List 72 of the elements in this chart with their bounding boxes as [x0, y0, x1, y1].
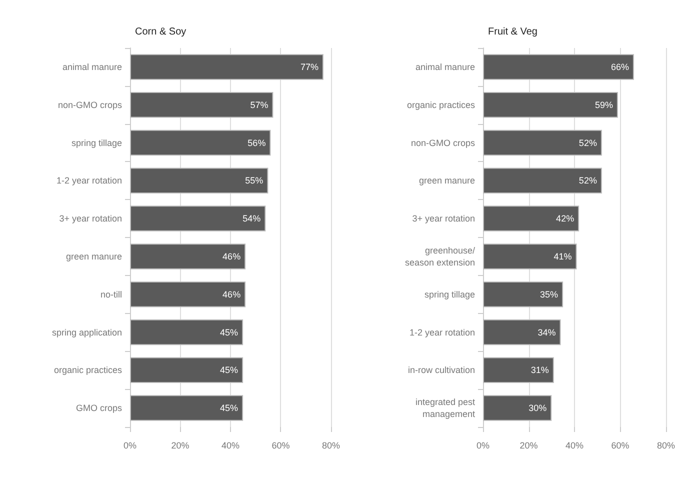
x-tick-label: 40% — [565, 440, 584, 450]
y-tick-label: animal manure — [62, 62, 122, 72]
bar — [130, 319, 244, 346]
data-label: 59% — [594, 100, 613, 110]
data-label: 31% — [530, 365, 549, 376]
y-tick-label: organic practices — [406, 100, 476, 110]
bar — [483, 130, 602, 156]
bar — [130, 92, 274, 118]
bar — [483, 206, 580, 232]
x-tick-label: 20% — [171, 440, 190, 450]
data-label: 52% — [578, 176, 597, 186]
bar — [130, 244, 246, 270]
data-label: 45% — [220, 365, 238, 376]
y-tick-label: spring tillage — [71, 138, 122, 148]
bar — [483, 244, 577, 270]
data-label: 46% — [222, 289, 241, 300]
y-tick-label: 1-2 year rotation — [409, 327, 475, 338]
data-label: 55% — [245, 176, 264, 186]
bar — [130, 54, 324, 80]
x-tick-label: 60% — [272, 440, 290, 450]
x-tick-label: 80% — [656, 440, 676, 450]
data-label: 45% — [220, 403, 238, 414]
data-label: 41% — [554, 251, 572, 262]
bar — [130, 206, 266, 232]
y-tick-label: GMO crops — [76, 403, 122, 414]
bar — [483, 281, 564, 308]
data-label: 77% — [300, 62, 318, 72]
bar — [130, 281, 246, 308]
y-tick-label: greenhouse/ season extension — [404, 245, 476, 268]
y-tick-label: 3+ year rotation — [412, 214, 475, 224]
y-tick-label: integrated pest management — [415, 397, 476, 420]
data-label: 66% — [610, 62, 629, 72]
bar — [483, 92, 618, 118]
bar — [483, 319, 561, 346]
bar — [483, 168, 602, 194]
x-tick-label: 40% — [221, 440, 240, 450]
data-label: 30% — [528, 403, 547, 414]
x-tick-label: 60% — [611, 440, 630, 450]
y-tick-label: spring application — [52, 327, 122, 338]
data-label: 54% — [242, 214, 261, 224]
chart-title: Fruit & Veg — [488, 26, 538, 38]
y-tick-label: green manure — [66, 251, 122, 262]
data-label: 35% — [540, 289, 558, 300]
data-label: 45% — [220, 327, 238, 338]
bar — [130, 395, 244, 421]
y-tick-label: organic practices — [54, 365, 122, 376]
bar — [130, 168, 268, 194]
data-label: 42% — [556, 214, 574, 224]
data-label: 34% — [538, 327, 556, 338]
y-tick-label: animal manure — [415, 62, 475, 72]
data-label: 57% — [250, 100, 268, 110]
data-label: 46% — [222, 251, 241, 262]
bar — [483, 357, 554, 384]
y-tick-label: 1-2 year rotation — [56, 176, 122, 186]
bar — [483, 395, 552, 421]
y-tick-label: in-row cultivation — [408, 365, 475, 376]
bar — [483, 54, 634, 80]
y-tick-label: green manure — [418, 176, 475, 186]
y-tick-label: 3+ year rotation — [59, 214, 122, 224]
bar — [130, 130, 271, 156]
x-tick-label: 0% — [123, 440, 137, 450]
y-tick-label: no-till — [100, 289, 122, 300]
y-tick-label: spring tillage — [424, 289, 475, 300]
x-tick-label: 80% — [322, 440, 340, 450]
y-tick-label: non-GMO crops — [410, 138, 476, 148]
chart-title: Corn & Soy — [135, 26, 186, 38]
data-label: 56% — [248, 138, 266, 148]
data-label: 52% — [578, 138, 597, 148]
bar — [130, 357, 244, 384]
x-tick-label: 0% — [476, 440, 490, 450]
y-tick-label: non-GMO crops — [58, 100, 122, 110]
x-tick-label: 20% — [520, 440, 538, 450]
